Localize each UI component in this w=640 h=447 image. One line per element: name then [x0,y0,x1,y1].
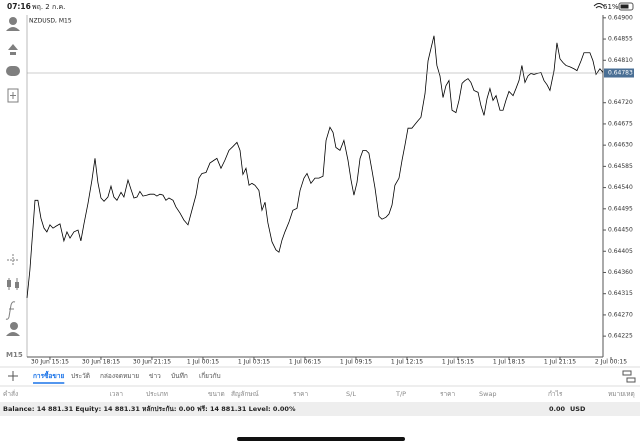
column-header: สัญลักษณ์ [231,390,259,398]
table-header: คำสั่ง เวลา ประเภท ขนาด สัญลักษณ์ ราคา S/L T/P ร… [3,389,635,398]
x-tick-label: 30 Jun 18:15 [82,359,120,366]
x-tick-label: 1 Jul 00:15 [187,359,219,366]
y-tick-label: 0.64495 [608,205,633,212]
tab[interactable]: ข่าว [149,372,161,380]
column-header: ราคา [440,390,455,398]
indicator-icon[interactable] [5,301,16,320]
chat-icon[interactable] [6,66,20,76]
x-tick-label: 1 Jul 18:15 [493,359,525,366]
objects-icon[interactable] [10,322,18,330]
y-tick-label: 0.64225 [608,333,633,340]
battery-level: 61% [603,3,619,11]
y-tick-label: 0.64360 [608,269,633,276]
objects-icon-body[interactable] [6,332,20,336]
current-price-label: 0.64783 [608,70,633,77]
y-tick-label: 0.64855 [608,36,633,43]
account-summary: Balance: 14 881.31 Equity: 14 881.31 หลั… [3,405,296,413]
x-tick-label: 1 Jul 15:15 [442,359,474,366]
account-icon-body[interactable] [6,27,20,31]
account-icon[interactable] [9,17,17,25]
candle-body [15,282,19,288]
home-indicator [237,437,405,441]
y-tick-label: 0.64585 [608,163,633,170]
current-price-box [604,68,634,78]
tab[interactable]: ประวัติ [71,372,90,380]
y-tick-label: 0.64315 [608,290,633,297]
x-tick-label: 1 Jul 06:15 [289,359,321,366]
y-tick-label: 0.64630 [608,142,633,149]
wifi-icon [593,3,605,9]
y-tick-label: 0.64450 [608,227,633,234]
column-header: ประเภท [146,390,168,398]
column-header: T/P [395,390,406,398]
tab[interactable]: การซื้อขาย [33,370,64,380]
new-order-plus [10,92,16,99]
candle-body [7,280,11,287]
y-tick-label: 0.64720 [608,99,633,106]
x-tick-label: 30 Jun 21:15 [133,359,171,366]
chart-title: NZDUSD, M15 [29,18,72,25]
column-header: เวลา [109,390,123,398]
timeframe[interactable]: M15 [6,351,23,359]
y-tick-label: 0.64540 [608,184,633,191]
x-tick-label: 1 Jul 09:15 [340,359,372,366]
account-bar [0,402,640,416]
tab[interactable]: เกี่ยวกับ [199,371,221,380]
y-tick-label: 0.64900 [608,14,633,21]
y-tick-label: 0.64405 [608,248,633,255]
column-header: Swap [479,390,497,398]
column-header: ราคา [293,390,308,398]
battery-fill [620,4,629,9]
currency: USD [570,405,586,413]
x-tick-label: 1 Jul 03:15 [238,359,270,366]
y-tick-label: 0.64675 [608,120,633,127]
column-header: ขนาด [208,390,225,398]
new-order-icon[interactable] [7,88,19,103]
status-date: พฤ. 2 ก.ค. [32,3,65,11]
profit-total: 0.00 [549,405,566,413]
tab[interactable]: กล่องจดหมาย [100,372,139,380]
trade-icon[interactable] [8,44,18,55]
battery-icon [618,2,634,11]
tabs: การซื้อขาย ประวัติ กล่องจดหมาย ข่าว บันทึก เก… [33,370,221,384]
x-tick-label: 1 Jul 21:15 [544,359,576,366]
tab[interactable]: บันทึก [171,372,188,380]
add-icon[interactable] [8,371,18,381]
x-tick-label: 1 Jul 12:15 [391,359,423,366]
column-header: กำไร [548,390,563,398]
panel-icon[interactable] [622,370,632,376]
x-tick-label: 2 Jul 00:15 [595,359,627,366]
column-header: หมายเหตุ [608,390,635,398]
column-header: S/L [346,390,356,398]
y-tick-label: 0.64810 [608,57,633,64]
status-time: 07:16 [7,2,31,11]
x-tick-label: 30 Jun 15:15 [31,359,69,366]
column-header: คำสั่ง [3,389,18,398]
y-tick-label: 0.64270 [608,311,633,318]
price-line [26,35,604,298]
chart: 0.64900 0.64855 0.64810 0.64720 0.64675 0.646… [26,14,634,366]
toolbar [5,17,20,336]
crosshair-icon[interactable] [7,254,19,266]
panel-icon-part [626,377,636,383]
